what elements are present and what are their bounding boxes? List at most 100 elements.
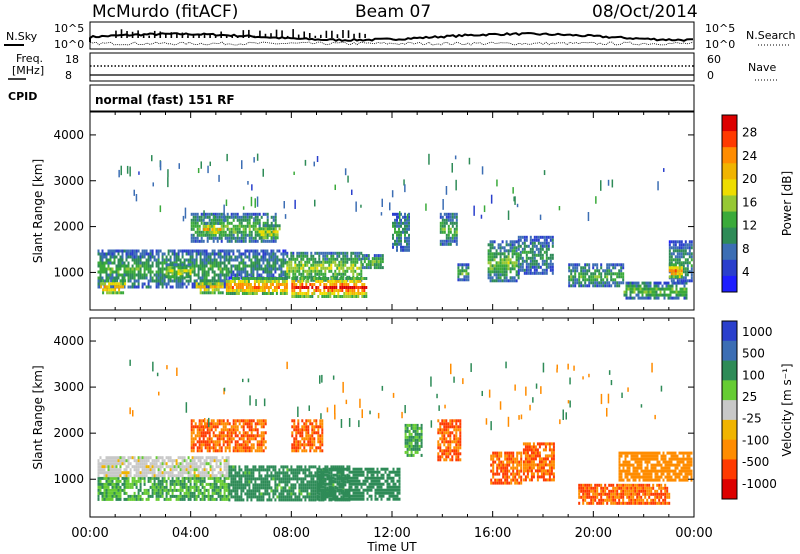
power-cell <box>338 251 341 255</box>
power-cell <box>217 285 220 289</box>
velocity-cell <box>151 491 154 495</box>
power-cell <box>521 268 524 272</box>
power-cell <box>211 228 214 231</box>
velocity-cell <box>306 495 309 499</box>
power-cell <box>251 286 254 289</box>
velocity-cell <box>234 431 237 435</box>
power-cell <box>266 252 269 256</box>
power-cell <box>320 251 323 255</box>
velocity-cell <box>187 456 190 460</box>
velocity-cell <box>209 494 212 498</box>
power-cell <box>133 273 136 277</box>
power-cell <box>213 249 216 253</box>
velocity-cell <box>215 479 218 483</box>
power-cell <box>400 221 402 225</box>
power-cell <box>676 275 679 279</box>
velocity-cell <box>215 482 218 486</box>
power-cell <box>262 258 265 262</box>
power-cell <box>674 263 677 267</box>
velocity-cell <box>258 495 261 499</box>
power-cell <box>198 218 201 222</box>
power-cell <box>635 281 638 285</box>
power-cell <box>371 263 374 267</box>
velocity-cell <box>222 431 225 435</box>
power-cell <box>352 260 355 264</box>
power-cell <box>319 289 322 292</box>
power-cell <box>97 261 100 265</box>
velocity-cell <box>141 468 144 472</box>
power-cell <box>367 257 370 261</box>
power-cell <box>400 233 402 237</box>
velocity-cell <box>210 425 213 429</box>
power-cell <box>365 295 368 298</box>
power-cell <box>122 279 125 283</box>
power-cell <box>631 287 634 291</box>
power-cell <box>183 263 186 267</box>
power-cell <box>112 288 115 292</box>
power-cell <box>369 260 372 264</box>
power-cell <box>224 236 227 240</box>
power-cell <box>225 289 228 292</box>
power-cell <box>493 246 496 250</box>
power-cell <box>334 263 337 267</box>
power-cell <box>574 269 577 273</box>
power-cell <box>141 276 144 280</box>
power-cell <box>260 230 263 234</box>
velocity-cell <box>300 489 303 493</box>
power-cell <box>248 227 251 231</box>
power-cell <box>404 215 406 219</box>
velocity-cell <box>230 483 233 487</box>
power-cell <box>121 261 124 265</box>
power-cell <box>234 236 237 240</box>
velocity-cell <box>199 482 202 486</box>
power-cell <box>211 252 214 256</box>
power-cell <box>137 255 140 259</box>
power-cell <box>207 270 210 274</box>
power-cell <box>622 263 625 267</box>
velocity-cell <box>171 482 174 486</box>
power-cell <box>377 260 380 264</box>
power-cell <box>320 266 323 270</box>
power-cell <box>684 276 687 280</box>
power-speck <box>389 202 391 211</box>
power-cell <box>535 268 538 272</box>
velocity-cell <box>119 474 122 478</box>
power-speck <box>496 179 498 187</box>
power-cell <box>207 267 210 271</box>
power-cell <box>116 291 119 295</box>
velocity-cell <box>212 434 215 438</box>
power-cell <box>163 267 166 271</box>
velocity-cell <box>260 468 263 472</box>
power-cell <box>141 273 144 277</box>
power-cell <box>191 252 194 256</box>
power-cell <box>513 279 516 283</box>
velocity-cell <box>161 482 164 486</box>
power-cell <box>685 287 688 291</box>
power-cell <box>252 236 255 240</box>
power-cell <box>298 263 301 267</box>
velocity-cell <box>256 486 259 490</box>
power-cell <box>328 263 331 267</box>
power-cell <box>612 263 615 267</box>
power-cell <box>240 239 243 243</box>
power-cell <box>406 227 408 231</box>
velocity-cell <box>145 462 148 466</box>
velocity-cell <box>225 488 228 492</box>
power-cell <box>365 257 368 261</box>
velocity-cell <box>198 434 201 438</box>
power-cell <box>191 264 194 268</box>
velocity-cell <box>189 462 192 466</box>
power-cell <box>252 273 255 277</box>
power-cell <box>394 218 396 222</box>
power-cell <box>499 243 502 247</box>
power-cell <box>306 260 309 264</box>
power-cell <box>641 296 644 300</box>
power-cell <box>331 283 334 286</box>
power-cell <box>578 263 581 267</box>
velocity-cell <box>223 474 226 478</box>
power-cell <box>241 277 244 280</box>
velocity-cell <box>234 480 237 484</box>
power-cell <box>341 277 344 280</box>
power-cell <box>185 279 188 283</box>
power-cell <box>487 255 490 259</box>
